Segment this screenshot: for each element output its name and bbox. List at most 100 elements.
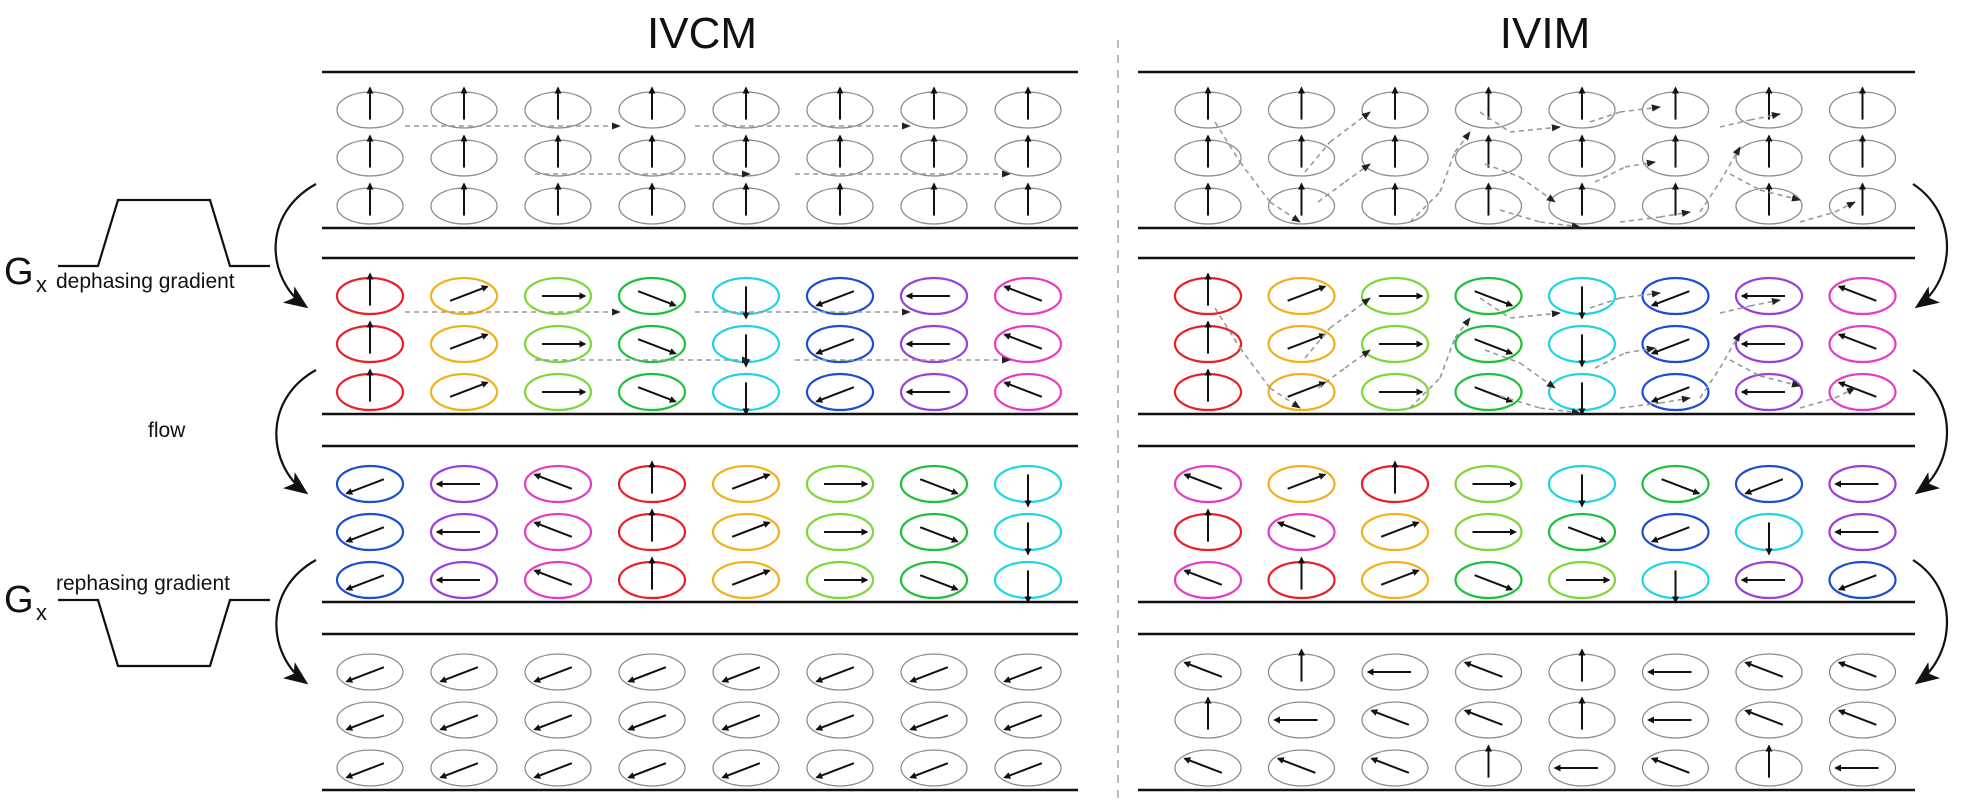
spin-isochromat xyxy=(1454,744,1523,787)
spin-isochromat xyxy=(335,368,405,412)
spin-ellipse xyxy=(1454,653,1523,691)
spin-ellipse xyxy=(336,749,404,787)
spin-isochromat xyxy=(524,182,592,225)
spin-isochromat xyxy=(618,749,686,787)
spin-vector xyxy=(533,521,573,538)
spin-isochromat xyxy=(1267,134,1336,177)
spin-ellipse xyxy=(617,324,687,364)
spin-vector xyxy=(1650,338,1690,355)
spin-ellipse xyxy=(1454,512,1523,552)
spin-vector xyxy=(439,762,479,779)
spin-isochromat xyxy=(1641,372,1710,412)
spin-isochromat xyxy=(993,372,1063,412)
spin-isochromat xyxy=(806,701,874,739)
spin-isochromat xyxy=(1547,276,1617,320)
spin-vector xyxy=(1183,473,1223,490)
spin-ellipse xyxy=(899,372,969,412)
spin-ellipse xyxy=(712,701,780,739)
spin-vector xyxy=(1463,661,1503,678)
spin-isochromat xyxy=(618,182,686,225)
spin-ellipse xyxy=(1641,464,1710,504)
spin-isochromat xyxy=(523,372,593,412)
spin-isochromat xyxy=(1828,134,1897,177)
spin-ellipse xyxy=(1735,653,1803,691)
spin-vector xyxy=(449,333,489,350)
spin-vector xyxy=(345,714,385,731)
spin-vector xyxy=(1474,290,1514,307)
spin-isochromat xyxy=(1548,749,1616,787)
spin-isochromat xyxy=(712,86,780,129)
spin-ellipse xyxy=(523,276,593,316)
motion-path-arrow xyxy=(1624,159,1656,168)
motion-path-arrow xyxy=(1719,332,1741,369)
title-ivcm: IVCM xyxy=(647,9,757,58)
spin-ellipse xyxy=(1360,276,1430,316)
rephasing-label: rephasing gradient xyxy=(56,572,230,595)
spin-vector xyxy=(1837,381,1877,398)
motion-path-segment xyxy=(1619,216,1661,223)
motion-path-arrow xyxy=(1454,131,1471,153)
spin-isochromat xyxy=(1267,749,1336,787)
spin-isochromat xyxy=(1174,86,1242,129)
spin-ellipse xyxy=(1734,464,1804,504)
spin-ellipse xyxy=(1267,324,1336,364)
spin-isochromat xyxy=(430,749,498,787)
spin-ellipse xyxy=(712,749,780,787)
spin-isochromat xyxy=(1173,320,1243,364)
spin-vector xyxy=(1474,386,1514,403)
dephasing-label: dephasing gradient xyxy=(56,270,235,293)
motion-path-segment xyxy=(1214,307,1241,349)
spin-isochromat xyxy=(1454,464,1523,504)
motion-path-segment xyxy=(1317,181,1346,203)
motion-path-segment xyxy=(1799,397,1836,409)
motion-path-segment xyxy=(1729,359,1761,377)
spin-isochromat xyxy=(806,86,874,129)
spin-isochromat xyxy=(1267,324,1336,364)
motion-path-arrow xyxy=(1624,345,1656,354)
spin-ellipse xyxy=(993,372,1063,412)
spin-isochromat xyxy=(429,512,499,552)
spin-ellipse xyxy=(1267,749,1336,787)
spin-ellipse xyxy=(429,512,499,552)
spin-ellipse xyxy=(1360,560,1430,600)
spin-isochromat xyxy=(1828,653,1897,691)
spin-ellipse xyxy=(1454,372,1523,412)
spin-isochromat xyxy=(1828,372,1897,412)
spin-vector xyxy=(1276,521,1316,538)
spin-isochromat xyxy=(1641,749,1710,787)
spin-isochromat xyxy=(617,508,687,552)
motion-path-arrow xyxy=(1539,221,1581,230)
spin-isochromat xyxy=(805,372,875,412)
motion-path-arrow xyxy=(1269,387,1301,409)
motion-path-segment xyxy=(1304,141,1331,173)
spin-ellipse xyxy=(1828,653,1897,691)
spin-isochromat xyxy=(336,134,404,177)
spin-ellipse xyxy=(1547,512,1617,552)
spin-isochromat xyxy=(1267,276,1336,316)
spin-isochromat xyxy=(430,86,498,129)
spin-ellipse xyxy=(1734,324,1804,364)
spin-vector xyxy=(533,473,573,490)
spin-vector xyxy=(815,714,855,731)
spin-isochromat xyxy=(524,134,592,177)
spin-isochromat xyxy=(1734,560,1804,600)
spin-ellipse xyxy=(1360,324,1430,364)
spin-ellipse xyxy=(805,560,875,600)
spin-isochromat xyxy=(335,272,405,316)
spin-ellipse xyxy=(1641,512,1710,552)
spin-vector xyxy=(909,666,949,683)
spin-ellipse xyxy=(806,701,874,739)
spin-isochromat xyxy=(1173,508,1243,552)
spin-isochromat xyxy=(711,464,781,504)
spin-ellipse xyxy=(1267,276,1336,316)
spin-vector xyxy=(721,762,761,779)
spin-isochromat xyxy=(1267,372,1336,412)
spin-isochromat xyxy=(712,701,780,739)
spin-vector xyxy=(1744,478,1784,495)
motion-path-arrow xyxy=(1834,387,1856,399)
spin-isochromat xyxy=(523,512,593,552)
spin-vector xyxy=(1650,526,1690,543)
spin-ellipse xyxy=(711,560,781,600)
spin-ellipse xyxy=(994,701,1062,739)
spin-vector xyxy=(1003,333,1043,350)
